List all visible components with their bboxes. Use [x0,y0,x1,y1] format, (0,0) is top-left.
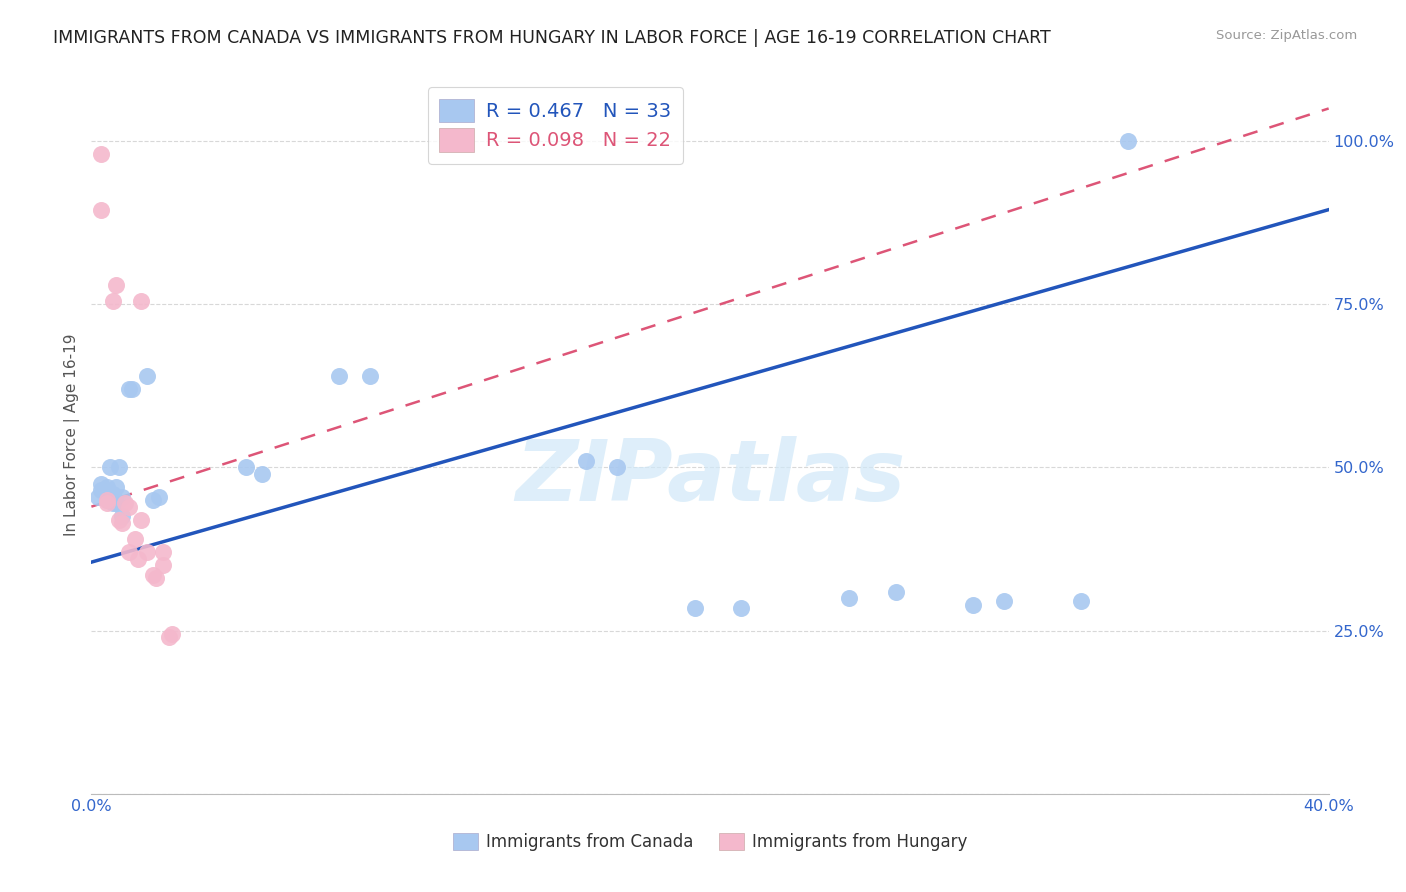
Point [157,630,180,644]
Point [111,490,134,504]
Point [90,483,112,498]
Text: IMMIGRANTS FROM CANADA VS IMMIGRANTS FROM HUNGARY IN LABOR FORCE | AGE 16-19 COR: IMMIGRANTS FROM CANADA VS IMMIGRANTS FRO… [53,29,1052,47]
Point [606,460,628,475]
Point [121,382,143,396]
Point [993,594,1015,608]
Point [145,571,167,585]
Point [101,293,124,308]
Point [235,460,257,475]
Point [136,369,159,384]
Point [90,147,112,161]
Point [101,486,124,500]
Point [129,293,152,308]
Point [148,490,170,504]
Point [101,496,124,510]
Point [575,454,598,468]
Point [105,496,128,510]
Text: Source: ZipAtlas.com: Source: ZipAtlas.com [1216,29,1357,43]
Point [884,584,907,599]
Point [142,493,165,508]
Y-axis label: In Labor Force | Age 16-19: In Labor Force | Age 16-19 [65,334,80,536]
Point [98,460,121,475]
Point [129,513,152,527]
Point [111,509,134,524]
Point [250,467,273,481]
Point [328,369,350,384]
Point [90,476,112,491]
Point [96,493,118,508]
Legend: Immigrants from Canada, Immigrants from Hungary: Immigrants from Canada, Immigrants from … [446,826,974,857]
Text: ZIPatlas: ZIPatlas [515,436,905,519]
Point [93,483,115,498]
Point [962,598,984,612]
Point [114,496,136,510]
Point [136,545,159,559]
Point [111,516,134,530]
Point [359,369,381,384]
Point [160,627,183,641]
Point [108,513,131,527]
Point [105,480,128,494]
Point [838,591,860,605]
Point [117,545,139,559]
Point [117,500,139,514]
Point [730,600,752,615]
Point [124,533,146,547]
Point [108,460,131,475]
Point [96,480,118,494]
Point [683,600,706,615]
Point [127,552,149,566]
Point [142,568,165,582]
Point [90,202,112,217]
Point [1070,594,1092,608]
Point [117,382,139,396]
Point [105,277,128,292]
Point [96,493,118,508]
Point [96,496,118,510]
Point [152,545,174,559]
Point [1116,134,1139,148]
Point [152,558,174,573]
Point [86,490,108,504]
